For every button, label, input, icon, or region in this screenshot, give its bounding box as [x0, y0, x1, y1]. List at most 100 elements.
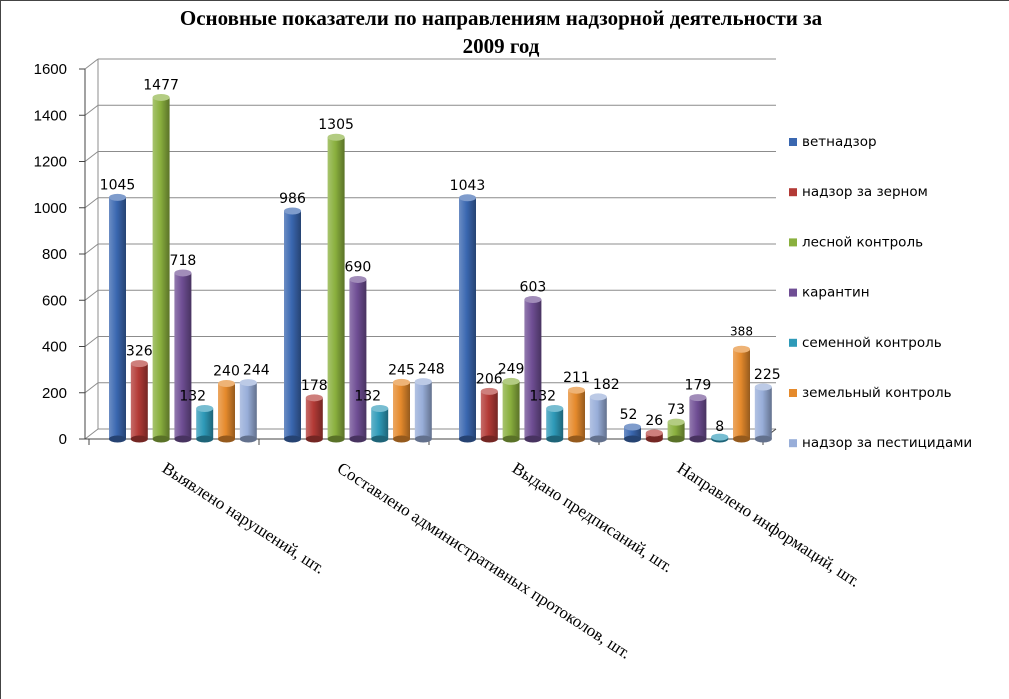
bar-2-3 — [524, 296, 542, 443]
bar-body — [152, 97, 170, 439]
data-label: 179 — [685, 378, 712, 394]
gridline-depth — [84, 289, 99, 301]
data-label: 132 — [354, 388, 381, 404]
bar-2-1 — [480, 387, 498, 443]
legend-label: земельный контроль — [802, 385, 952, 401]
bar-0-5 — [218, 380, 235, 443]
data-label: 248 — [418, 362, 445, 378]
data-label: 603 — [520, 280, 547, 296]
bar-top-cap — [130, 360, 148, 368]
data-label: 388 — [730, 324, 753, 338]
bar-top-cap — [645, 429, 663, 437]
bar-body — [130, 363, 148, 439]
data-label: 26 — [645, 413, 663, 429]
bar-body — [502, 381, 520, 439]
data-label: 206 — [476, 371, 503, 387]
category-label: Выявлено нарушений, шт. — [159, 458, 328, 577]
bar-body — [349, 279, 367, 439]
y-tick-label: 1200 — [34, 154, 67, 171]
bar-top-cap — [239, 379, 257, 387]
bar-2-2 — [502, 377, 520, 443]
bar-3-6 — [754, 383, 772, 443]
bar-bottom-cap — [327, 435, 345, 443]
data-label: 178 — [301, 378, 328, 394]
data-label: 52 — [620, 407, 638, 423]
bar-3-5 — [733, 345, 750, 443]
legend-label: надзор за пестицидами — [802, 435, 972, 451]
y-tick-label: 200 — [42, 385, 67, 402]
y-tick-label: 800 — [42, 246, 67, 263]
bar-body — [218, 383, 235, 439]
data-label: 132 — [529, 388, 556, 404]
gridline-depth — [84, 58, 99, 70]
bar-2-5 — [568, 386, 585, 443]
bar-bottom-cap — [414, 435, 432, 443]
bar-2-4 — [546, 404, 564, 443]
chart-title-line-1: Основные показатели по направлениям надз… — [180, 6, 823, 30]
bar-0-2 — [152, 93, 170, 443]
bar-bottom-cap — [196, 435, 214, 443]
bar-1-2 — [327, 133, 345, 443]
category-labels: Выявлено нарушений, шт. Составлено админи… — [159, 458, 864, 662]
y-tick-label: 1600 — [34, 61, 67, 78]
legend-item: семенной контроль — [789, 335, 942, 351]
legend-label: надзор за зерном — [802, 184, 928, 200]
bar-top-cap — [754, 383, 772, 391]
bar-top-cap — [524, 296, 542, 304]
data-label: 249 — [498, 361, 525, 377]
legend-item: лесной контроль — [789, 234, 923, 250]
bar-body — [239, 382, 257, 439]
legend-label: семенной контроль — [802, 335, 942, 351]
bar-0-6 — [239, 379, 257, 443]
bar-top-cap — [284, 207, 301, 215]
bar-1-1 — [305, 394, 323, 443]
bar-body — [524, 299, 542, 439]
bar-bottom-cap — [645, 435, 663, 443]
legend-item: земельный контроль — [789, 385, 952, 401]
bar-bottom-cap — [239, 435, 257, 443]
gridline-depth — [84, 151, 99, 162]
data-label: 718 — [170, 253, 197, 269]
y-axis-ticks: 0 200 400 600 800 1000 1200 1400 1600 — [34, 61, 67, 448]
bar-0-3 — [174, 269, 192, 443]
bar-body — [459, 197, 476, 439]
bar-bottom-cap — [459, 435, 476, 443]
legend-item: карантин — [789, 285, 870, 301]
gridline-depth — [84, 382, 99, 394]
bar-2-6 — [589, 393, 607, 443]
data-label: 8 — [715, 419, 724, 435]
bar-top-cap — [393, 378, 410, 386]
bar-bottom-cap — [305, 435, 323, 443]
bar-bottom-cap — [152, 435, 170, 443]
bar-3-4 — [711, 433, 729, 443]
data-label: 1043 — [450, 178, 486, 194]
data-label: 225 — [754, 367, 781, 383]
data-label: 244 — [243, 363, 270, 379]
bar-top-cap — [196, 404, 214, 412]
data-label: 690 — [345, 259, 372, 275]
bar-top-cap — [459, 194, 476, 202]
gridline-depth — [84, 428, 99, 440]
y-tick-label: 0 — [59, 431, 67, 448]
bar-bottom-cap — [589, 435, 607, 443]
legend-label: карантин — [802, 285, 870, 301]
data-label: 1045 — [100, 177, 136, 193]
gridline-depth — [84, 197, 99, 209]
chart-title-line-2: 2009 год — [463, 34, 540, 58]
bar-bottom-cap — [130, 435, 148, 443]
gridline-depth — [84, 336, 99, 347]
bar-top-cap — [733, 345, 750, 353]
legend-item: надзор за зерном — [789, 184, 928, 200]
y-tick-label: 400 — [42, 339, 67, 356]
legend-swatch — [789, 338, 797, 347]
bar-3-0 — [624, 423, 641, 443]
legend-swatch — [789, 288, 797, 297]
bar-0-4 — [196, 404, 214, 443]
gridline-depth — [84, 243, 99, 255]
legend-label: ветнадзор — [802, 134, 877, 150]
y-tick-label: 1000 — [34, 200, 67, 217]
bar-body — [754, 386, 772, 439]
y-tick-label: 1400 — [34, 107, 67, 124]
